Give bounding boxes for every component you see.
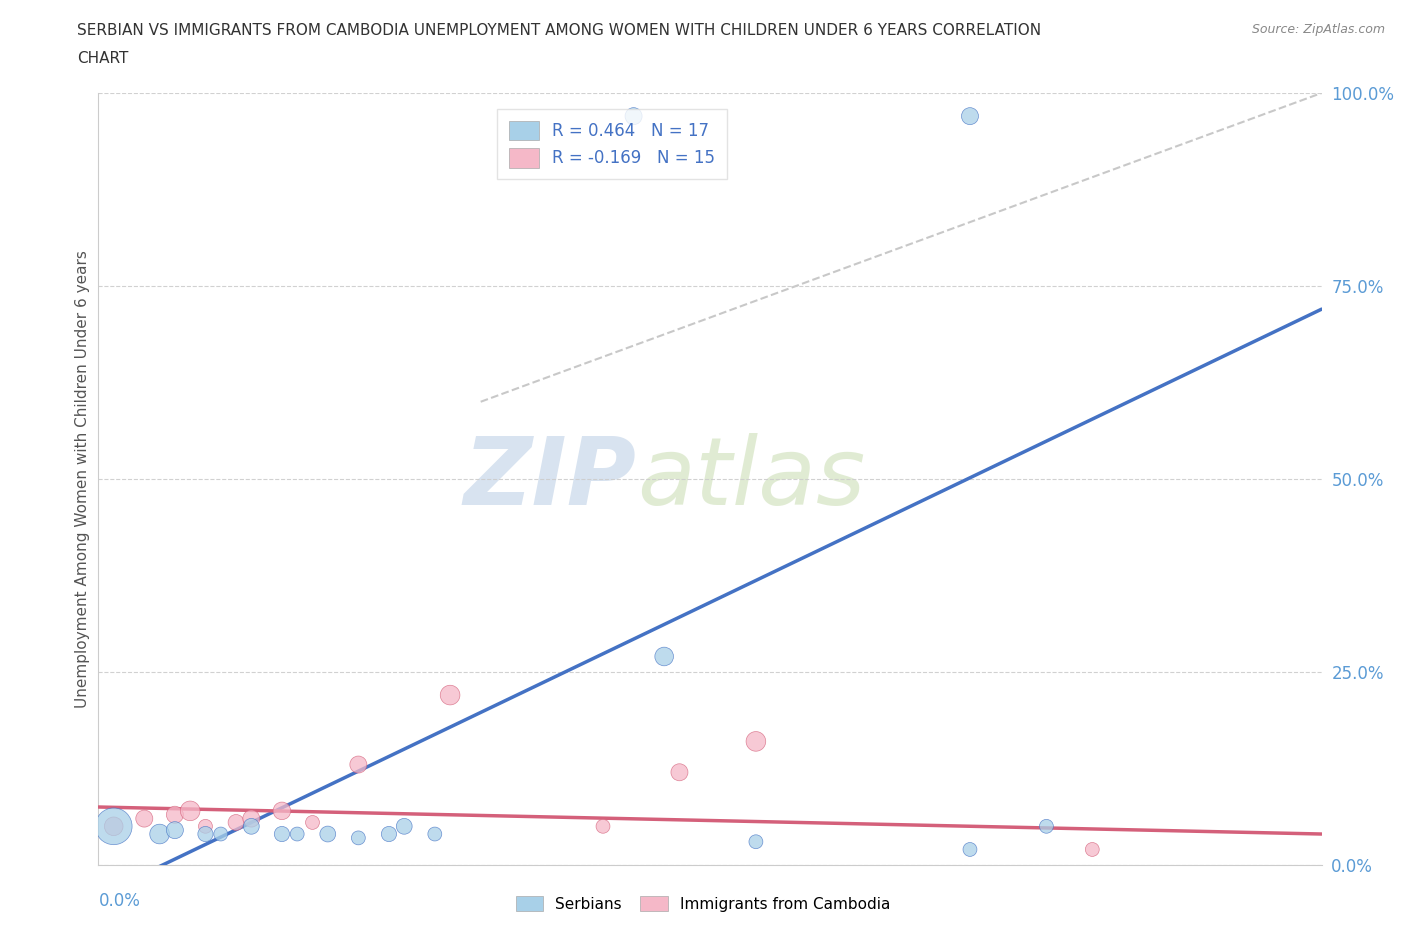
Point <box>179 804 201 818</box>
Point <box>163 807 186 822</box>
Point <box>285 827 308 842</box>
Point <box>745 834 768 849</box>
Point <box>240 811 263 826</box>
Text: atlas: atlas <box>637 433 865 525</box>
Point <box>194 819 217 834</box>
Text: Source: ZipAtlas.com: Source: ZipAtlas.com <box>1251 23 1385 36</box>
Legend: R = 0.464   N = 17, R = -0.169   N = 15: R = 0.464 N = 17, R = -0.169 N = 15 <box>498 109 727 179</box>
Point <box>347 757 370 772</box>
Point <box>225 815 247 830</box>
Point <box>103 819 125 834</box>
Y-axis label: Unemployment Among Women with Children Under 6 years: Unemployment Among Women with Children U… <box>75 250 90 708</box>
Point <box>316 827 339 842</box>
Point <box>301 815 323 830</box>
Point <box>652 649 675 664</box>
Point <box>347 830 370 845</box>
Point <box>209 827 232 842</box>
Point <box>439 687 461 702</box>
Point <box>423 827 446 842</box>
Point <box>149 827 172 842</box>
Point <box>240 819 263 834</box>
Point <box>1081 842 1104 857</box>
Point <box>103 819 125 834</box>
Text: ZIP: ZIP <box>464 433 637 525</box>
Point <box>163 823 186 838</box>
Point <box>392 819 416 834</box>
Legend: Serbians, Immigrants from Cambodia: Serbians, Immigrants from Cambodia <box>509 889 897 918</box>
Text: CHART: CHART <box>77 51 129 66</box>
Point <box>134 811 156 826</box>
Point <box>1035 819 1057 834</box>
Point <box>745 734 768 749</box>
Point <box>959 109 981 124</box>
Point <box>194 827 217 842</box>
Point <box>592 819 614 834</box>
Point <box>668 764 690 779</box>
Point <box>623 109 645 124</box>
Point <box>378 827 401 842</box>
Text: SERBIAN VS IMMIGRANTS FROM CAMBODIA UNEMPLOYMENT AMONG WOMEN WITH CHILDREN UNDER: SERBIAN VS IMMIGRANTS FROM CAMBODIA UNEM… <box>77 23 1042 38</box>
Point <box>959 842 981 857</box>
Point <box>270 804 294 818</box>
Text: 0.0%: 0.0% <box>98 892 141 910</box>
Point <box>270 827 294 842</box>
